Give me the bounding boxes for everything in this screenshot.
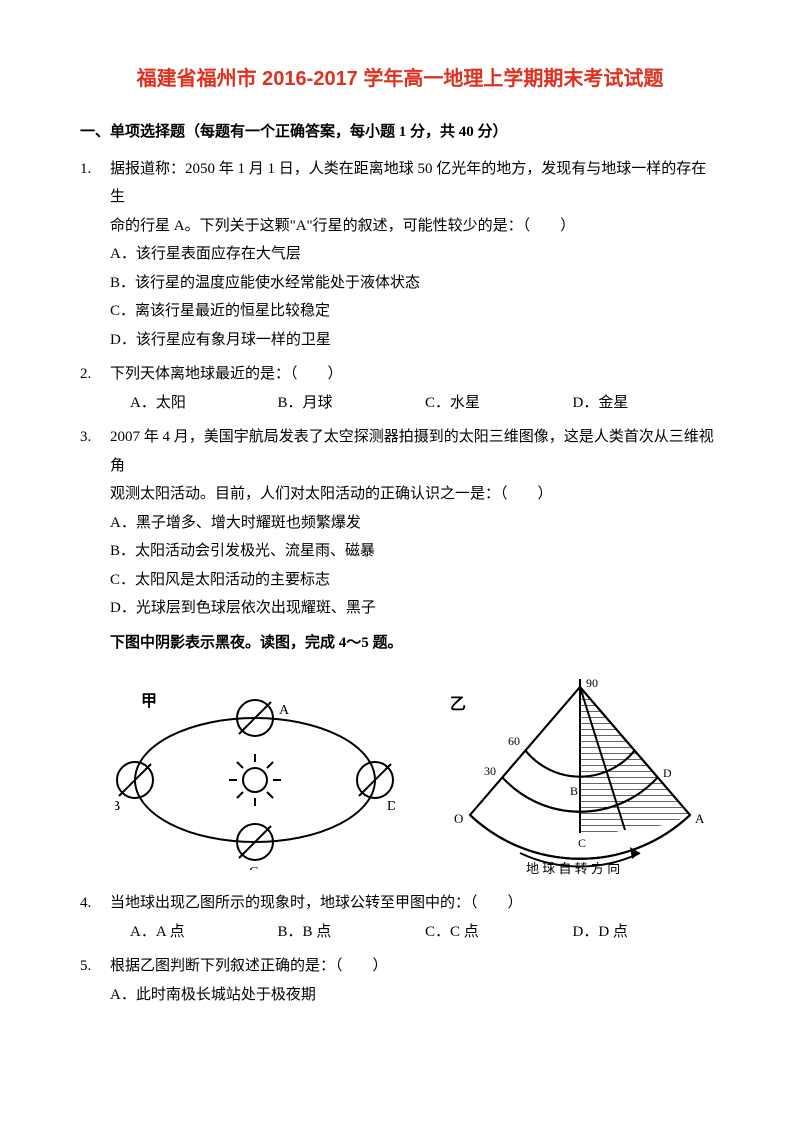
- q1-option-d: D．该行星应有象月球一样的卫星: [80, 326, 720, 355]
- figure-right: 乙: [430, 675, 720, 875]
- q2-option-d: D．金星: [573, 389, 721, 418]
- q3-number: 3.: [80, 423, 110, 480]
- prompt-4-5: 下图中阴影表示黑夜。读图，完成 4～5 题。: [80, 629, 720, 658]
- svg-text:D: D: [387, 799, 395, 814]
- q1-option-c: C．离该行星最近的恒星比较稳定: [80, 297, 720, 326]
- question-3: 3. 2007 年 4 月，美国宇航局发表了太空探测器拍摄到的太阳三维图像，这是…: [80, 423, 720, 623]
- q2-option-a: A．太阳: [130, 389, 278, 418]
- q3-option-b: B．太阳活动会引发极光、流星雨、磁暴: [80, 537, 720, 566]
- section-header: 一、单项选择题（每题有一个正确答案，每小题 1 分，共 40 分）: [80, 118, 720, 147]
- q1-number: 1.: [80, 155, 110, 212]
- q2-option-c: C．水星: [425, 389, 573, 418]
- svg-text:C: C: [578, 836, 586, 850]
- question-5: 5. 根据乙图判断下列叙述正确的是：（ ） A．此时南极长城站处于极夜期: [80, 952, 720, 1009]
- q4-option-b: B．B 点: [278, 918, 426, 947]
- question-1: 1. 据报道称：2050 年 1 月 1 日，人类在距离地球 50 亿光年的地方…: [80, 155, 720, 355]
- q2-text: 下列天体离地球最近的是：（ ）: [110, 360, 720, 389]
- q2-option-b: B．月球: [278, 389, 426, 418]
- svg-text:地 球 自 转 方 向: 地 球 自 转 方 向: [526, 861, 620, 875]
- q3-text-line2: 观测太阳活动。目前，人们对太阳活动的正确认识之一是：（ ）: [80, 480, 720, 509]
- document-title: 福建省福州市 2016-2017 学年高一地理上学期期末考试试题: [80, 60, 720, 98]
- svg-text:D: D: [663, 766, 672, 780]
- q3-option-a: A．黑子增多、增大时耀斑也频繁爆发: [80, 509, 720, 538]
- q4-option-a: A．A 点: [130, 918, 278, 947]
- q3-text-line1: 2007 年 4 月，美国宇航局发表了太空探测器拍摄到的太阳三维图像，这是人类首…: [110, 423, 720, 480]
- svg-text:90: 90: [586, 676, 598, 690]
- question-2: 2. 下列天体离地球最近的是：（ ） A．太阳 B．月球 C．水星 D．金星: [80, 360, 720, 417]
- q4-option-d: D．D 点: [573, 918, 721, 947]
- q5-option-a: A．此时南极长城站处于极夜期: [80, 981, 720, 1010]
- svg-text:B: B: [115, 799, 120, 814]
- q4-text: 当地球出现乙图所示的现象时，地球公转至甲图中的：（ ）: [110, 889, 720, 918]
- svg-text:O: O: [454, 811, 463, 826]
- q3-option-c: C．太阳风是太阳活动的主要标志: [80, 566, 720, 595]
- svg-text:甲: 甲: [141, 692, 157, 710]
- svg-text:B: B: [570, 784, 578, 798]
- q5-text: 根据乙图判断下列叙述正确的是：（ ）: [110, 952, 720, 981]
- q3-option-d: D．光球层到色球层依次出现耀斑、黑子: [80, 594, 720, 623]
- q1-text-line1: 据报道称：2050 年 1 月 1 日，人类在距离地球 50 亿光年的地方，发现…: [110, 155, 720, 212]
- q4-number: 4.: [80, 889, 110, 918]
- svg-text:A: A: [279, 703, 290, 718]
- figure-left: 甲 A: [110, 675, 400, 875]
- svg-text:A: A: [695, 811, 705, 826]
- figure-row: 甲 A: [80, 665, 720, 889]
- q1-text-line2: 命的行星 A。下列关于这颗"A"行星的叙述，可能性较少的是：（ ）: [80, 212, 720, 241]
- q4-option-c: C．C 点: [425, 918, 573, 947]
- question-4: 4. 当地球出现乙图所示的现象时，地球公转至甲图中的：（ ） A．A 点 B．B…: [80, 889, 720, 946]
- q1-option-b: B．该行星的温度应能使水经常能处于液体状态: [80, 269, 720, 298]
- q1-option-a: A．该行星表面应存在大气层: [80, 240, 720, 269]
- svg-text:乙: 乙: [450, 696, 466, 713]
- q5-number: 5.: [80, 952, 110, 981]
- svg-text:60: 60: [508, 734, 520, 748]
- svg-text:30: 30: [484, 764, 496, 778]
- svg-text:C: C: [249, 865, 258, 870]
- q2-number: 2.: [80, 360, 110, 389]
